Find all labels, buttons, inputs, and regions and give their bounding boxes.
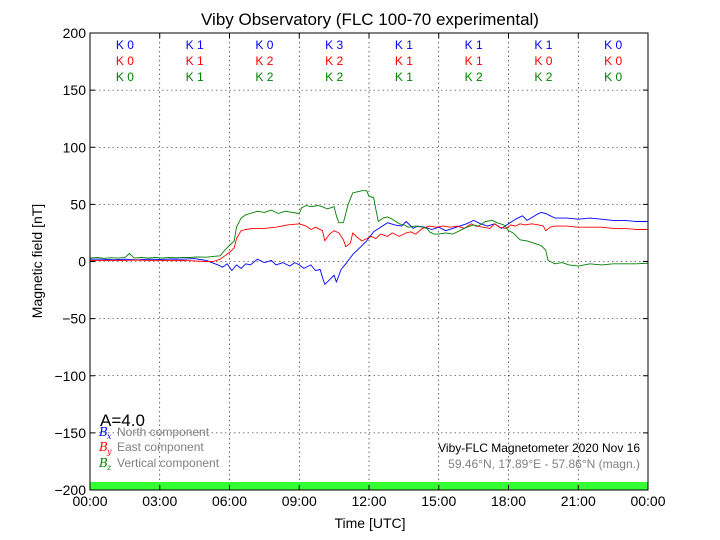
- y-tick-label: −50: [62, 311, 86, 327]
- k-index-north: K 0: [116, 38, 134, 52]
- legend-subscript: y: [106, 447, 112, 456]
- x-tick-label: 15:00: [421, 493, 456, 509]
- k-index-north: K 1: [534, 38, 552, 52]
- x-tick-label: 18:00: [491, 493, 526, 509]
- k-index-vertical: K 1: [395, 70, 413, 84]
- x-tick-label: 03:00: [142, 493, 177, 509]
- k-index-north: K 1: [186, 38, 204, 52]
- x-tick-label: 06:00: [212, 493, 247, 509]
- y-tick-label: 100: [63, 139, 87, 155]
- chart-title: Viby Observatory (FLC 100-70 experimenta…: [201, 10, 539, 29]
- k-index-east: K 2: [325, 54, 343, 68]
- y-axis-label: Magnetic field [nT]: [29, 204, 45, 318]
- legend-symbol: B: [98, 440, 108, 454]
- k-index-vertical: K 2: [255, 70, 273, 84]
- k-index-vertical: K 2: [534, 70, 552, 84]
- k-index-east: K 2: [255, 54, 273, 68]
- legend-subscript: x: [107, 432, 112, 441]
- legend-label: East component: [117, 440, 204, 454]
- y-tick-label: 0: [78, 254, 86, 270]
- k-index-vertical: K 2: [465, 70, 483, 84]
- series-line-y: [90, 223, 648, 262]
- x-tick-label: 21:00: [561, 493, 596, 509]
- axis-ticks: 00:00 03:00 06:00 09:00 12:00 15:00 18:00 21:00…: [54, 25, 665, 509]
- k-index-north: K 0: [255, 38, 273, 52]
- y-tick-label: 150: [63, 82, 87, 98]
- legend-subscript: z: [106, 463, 112, 472]
- k-index-labels: K 0 K 1 K 0 K 3 K 1 K 1 K 1 K 0 K 0 K 1 K 2 K 2 K 1 K…: [116, 38, 623, 84]
- k-index-east: K 1: [186, 54, 204, 68]
- k-index-vertical: K 2: [325, 70, 343, 84]
- y-tick-label: 200: [63, 25, 87, 41]
- a-index-label: A=4.0: [100, 411, 145, 430]
- legend-symbol: B: [98, 456, 108, 470]
- k-index-vertical: K 0: [604, 70, 622, 84]
- legend-label: Vertical component: [117, 456, 220, 470]
- k-index-east: K 1: [395, 54, 413, 68]
- series-line-z: [89, 190, 649, 267]
- k-index-north: K 0: [604, 38, 622, 52]
- x-tick-label: 00:00: [630, 493, 665, 509]
- legend-label: North component: [117, 425, 210, 439]
- x-axis-label: Time [UTC]: [334, 515, 405, 531]
- y-tick-label: −100: [54, 368, 86, 384]
- legend-symbol: B: [98, 425, 108, 439]
- series-line-x: [90, 211, 648, 285]
- y-tick-label: −200: [54, 482, 86, 498]
- series-lines: [89, 190, 649, 285]
- instrument-info: Viby-FLC Magnetometer 2020 Nov 16: [438, 441, 640, 455]
- k-index-east: K 0: [534, 54, 552, 68]
- k-index-east: K 0: [116, 54, 134, 68]
- k-index-north: K 1: [395, 38, 413, 52]
- y-tick-label: 50: [70, 196, 86, 212]
- grid: [90, 33, 648, 490]
- k-index-vertical: K 1: [186, 70, 204, 84]
- x-tick-label: 00:00: [72, 493, 107, 509]
- x-tick-label: 09:00: [282, 493, 317, 509]
- k-index-north: K 3: [325, 38, 343, 52]
- x-tick-label: 12:00: [351, 493, 386, 509]
- k-index-vertical: K 0: [116, 70, 134, 84]
- k-index-east: K 1: [465, 54, 483, 68]
- k-index-north: K 1: [465, 38, 483, 52]
- k-index-east: K 0: [604, 54, 622, 68]
- location-info: 59.46°N, 17.89°E - 57.86°N (magn.): [448, 457, 640, 471]
- y-tick-label: −150: [54, 425, 86, 441]
